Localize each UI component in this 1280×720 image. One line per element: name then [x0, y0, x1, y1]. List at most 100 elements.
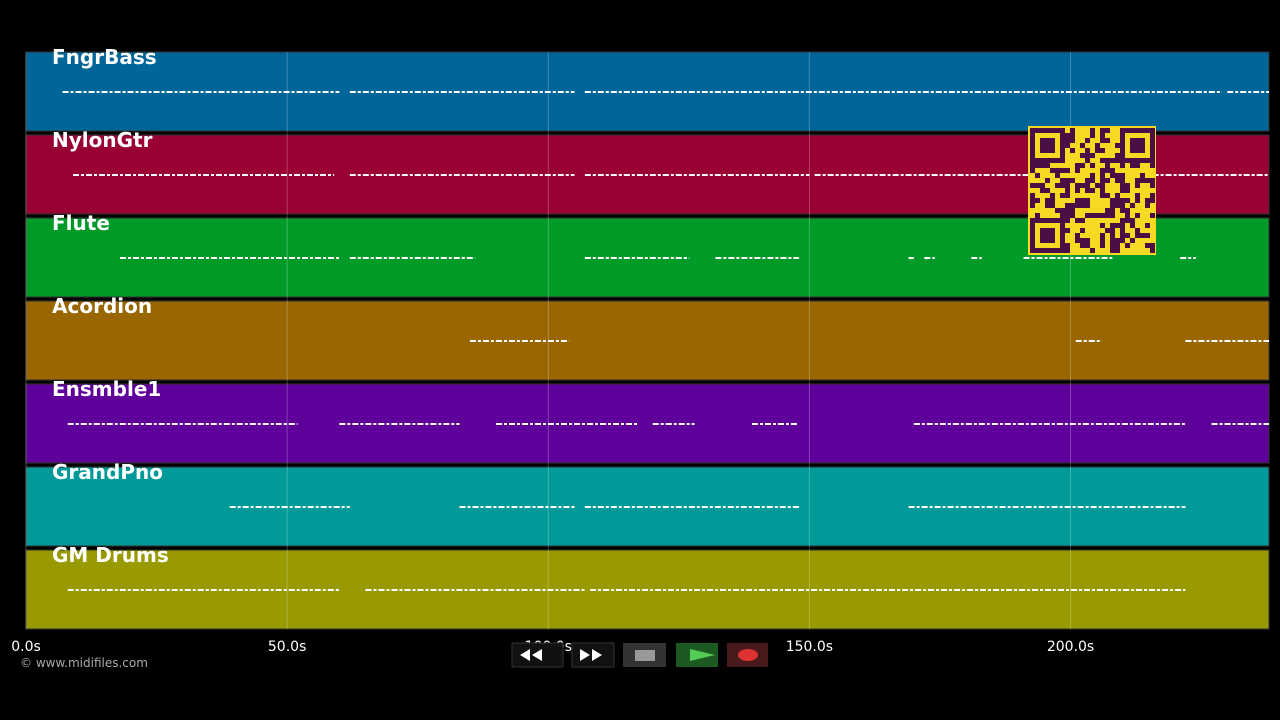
qr-cell: [1085, 158, 1090, 163]
qr-cell: [1105, 158, 1110, 163]
rewind-button[interactable]: [511, 642, 564, 668]
qr-cell: [1135, 213, 1140, 218]
qr-cell: [1070, 148, 1075, 153]
qr-cell: [1050, 158, 1055, 163]
qr-cell: [1050, 143, 1055, 148]
qr-cell: [1135, 233, 1140, 238]
transport: [511, 642, 768, 668]
qr-cell: [1100, 173, 1105, 178]
qr-cell: [1150, 128, 1155, 133]
track-lane: [25, 300, 1270, 381]
qr-cell: [1085, 243, 1090, 248]
qr-cell: [1145, 203, 1150, 208]
qr-cell: [1145, 158, 1150, 163]
qr-cell: [1065, 168, 1070, 173]
qr-cell: [1085, 178, 1090, 183]
qr-cell: [1135, 183, 1140, 188]
qr-cell: [1040, 228, 1045, 233]
qr-cell: [1100, 138, 1105, 143]
fast-forward-button[interactable]: [571, 642, 615, 668]
qr-cell: [1075, 183, 1080, 188]
qr-cell: [1130, 138, 1135, 143]
qr-cell: [1070, 213, 1075, 218]
qr-cell: [1065, 208, 1070, 213]
qr-cell: [1135, 158, 1140, 163]
record-button[interactable]: [727, 643, 768, 667]
track-name: Flute: [52, 211, 110, 235]
play-button[interactable]: [676, 643, 718, 667]
qr-cell: [1050, 233, 1055, 238]
qr-cell: [1030, 248, 1035, 253]
qr-cell: [1045, 138, 1050, 143]
qr-cell: [1140, 173, 1145, 178]
qr-cell: [1150, 138, 1155, 143]
qr-cell: [1045, 238, 1050, 243]
qr-cell: [1110, 228, 1115, 233]
qr-cell: [1100, 188, 1105, 193]
qr-cell: [1120, 228, 1125, 233]
qr-cell: [1065, 188, 1070, 193]
qr-cell: [1060, 153, 1065, 158]
qr-cell: [1130, 163, 1135, 168]
qr-cell: [1105, 128, 1110, 133]
qr-cell: [1125, 213, 1130, 218]
qr-cell: [1065, 178, 1070, 183]
qr-cell: [1115, 198, 1120, 203]
qr-cell: [1080, 153, 1085, 158]
qr-cell: [1110, 233, 1115, 238]
qr-cell: [1080, 143, 1085, 148]
qr-cell: [1135, 138, 1140, 143]
qr-cell: [1060, 213, 1065, 218]
qr-cell: [1040, 248, 1045, 253]
qr-cell: [1085, 238, 1090, 243]
qr-cell: [1060, 243, 1065, 248]
qr-cell: [1090, 248, 1095, 253]
qr-cell: [1090, 133, 1095, 138]
qr-cell: [1040, 143, 1045, 148]
qr-cell: [1085, 188, 1090, 193]
qr-cell: [1115, 248, 1120, 253]
qr-cell: [1075, 238, 1080, 243]
qr-cell: [1120, 208, 1125, 213]
qr-cell: [1105, 138, 1110, 143]
qr-cell: [1035, 173, 1040, 178]
qr-cell: [1030, 198, 1035, 203]
qr-cell: [1030, 243, 1035, 248]
notes: [62, 91, 1269, 591]
track-name: Ensmble1: [52, 377, 161, 401]
qr-cell: [1080, 218, 1085, 223]
qr-cell: [1055, 208, 1060, 213]
qr-cell: [1105, 178, 1110, 183]
qr-cell: [1115, 153, 1120, 158]
qr-cell: [1140, 178, 1145, 183]
qr-cell: [1035, 198, 1040, 203]
qr-cell: [1120, 178, 1125, 183]
qr-cell: [1120, 143, 1125, 148]
tick-label: 150.0s: [786, 639, 833, 655]
qr-cell: [1120, 163, 1125, 168]
qr-cell: [1065, 143, 1070, 148]
qr-cell: [1045, 143, 1050, 148]
qr-cell: [1115, 173, 1120, 178]
qr-cell: [1030, 233, 1035, 238]
qr-cell: [1075, 163, 1080, 168]
qr-cell: [1150, 178, 1155, 183]
qr-cell: [1090, 178, 1095, 183]
qr-cell: [1090, 153, 1095, 158]
qr-cell: [1045, 148, 1050, 153]
qr-cell: [1050, 193, 1055, 198]
qr-cell: [1070, 138, 1075, 143]
qr-cell: [1145, 233, 1150, 238]
qr-cell: [1090, 163, 1095, 168]
qr-cell: [1115, 178, 1120, 183]
qr-cell: [1060, 208, 1065, 213]
qr-cell: [1110, 173, 1115, 178]
qr-cell: [1080, 228, 1085, 233]
qr-cell: [1120, 128, 1125, 133]
qr-cell: [1130, 218, 1135, 223]
qr-cell: [1055, 128, 1060, 133]
qr-cell: [1045, 163, 1050, 168]
stop-button[interactable]: [623, 643, 666, 667]
qr-cell: [1050, 203, 1055, 208]
qr-cell: [1040, 183, 1045, 188]
